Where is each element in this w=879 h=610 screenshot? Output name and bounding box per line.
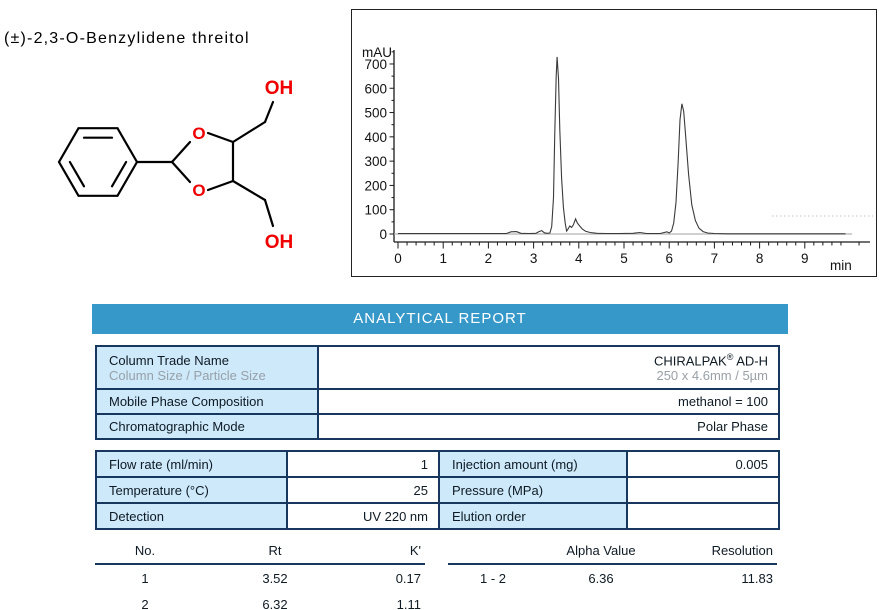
table-row: 1 3.52 0.17 bbox=[141, 571, 421, 586]
chromatogram-panel: 0 100 200 300 400 500 600 700 0 1 2 3 4 5 6 7 8 9 mAU min bbox=[351, 9, 877, 277]
uv-signal-trace bbox=[398, 56, 846, 235]
svg-text:500: 500 bbox=[364, 106, 387, 121]
pressure-value bbox=[626, 476, 780, 504]
svg-text:0: 0 bbox=[379, 227, 387, 242]
table-row: 2 6.32 1.11 bbox=[141, 597, 421, 610]
column-trade-name-value: CHIRALPAK® AD-H 250 x 4.6mm / 5µm bbox=[317, 345, 780, 390]
benzene-ring-icon bbox=[57, 127, 139, 197]
svg-text:6: 6 bbox=[665, 251, 673, 266]
alpha-value: 6.36 bbox=[588, 571, 614, 586]
analytical-report-banner: ANALYTICAL REPORT bbox=[92, 304, 788, 334]
table-header-row: Alpha Value Resolution bbox=[448, 540, 777, 565]
pair-header bbox=[448, 540, 538, 565]
oxygen-atom-label: O bbox=[192, 124, 205, 143]
svg-text:8: 8 bbox=[756, 251, 764, 266]
peak-results-table: No. Rt K' 1 3.52 0.17 2 6.32 1.11 bbox=[95, 540, 425, 610]
svg-text:700: 700 bbox=[364, 57, 387, 72]
table-row: 1 - 2 6.36 11.83 bbox=[448, 564, 777, 591]
y-axis-unit-label: mAU bbox=[362, 45, 392, 60]
detection-label: Detection bbox=[95, 502, 288, 530]
compound-name: (±)-2,3-O-Benzylidene threitol bbox=[4, 30, 250, 47]
table-row: Chromatographic Mode Polar Phase bbox=[95, 413, 780, 440]
mobile-phase-value: methanol = 100 bbox=[317, 388, 780, 415]
elution-order-label: Elution order bbox=[438, 502, 628, 530]
svg-text:9: 9 bbox=[801, 251, 809, 266]
svg-text:3: 3 bbox=[530, 251, 538, 266]
flow-rate-value: 1 bbox=[286, 450, 440, 478]
dioxolane-ring-icon bbox=[170, 131, 235, 192]
chromatogram-plot: 0 100 200 300 400 500 600 700 0 1 2 3 4 5 6 7 8 9 mAU min bbox=[362, 45, 873, 273]
svg-text:300: 300 bbox=[364, 154, 387, 169]
hydroxyl-group-label: OH bbox=[265, 78, 294, 99]
rt-header: Rt bbox=[195, 540, 355, 565]
pair-value: 1 - 2 bbox=[479, 571, 506, 586]
flow-rate-label: Flow rate (ml/min) bbox=[95, 450, 288, 478]
detection-value: UV 220 nm bbox=[286, 502, 440, 530]
alpha-header: Alpha Value bbox=[538, 540, 664, 565]
table-row: Flow rate (ml/min) 1 Injection amount (m… bbox=[95, 450, 780, 478]
svg-text:1: 1 bbox=[439, 251, 447, 266]
table-header-row: No. Rt K' bbox=[95, 540, 425, 565]
molecular-structure-drawing: O O OH OH bbox=[57, 78, 294, 253]
elution-order-value bbox=[626, 502, 780, 530]
svg-text:2: 2 bbox=[485, 251, 493, 266]
resolution-header: Resolution bbox=[664, 540, 777, 565]
svg-text:7: 7 bbox=[711, 251, 719, 266]
injection-amount-value: 0.005 bbox=[626, 450, 780, 478]
column-trade-name-label: Column Trade Name Column Size / Particle… bbox=[95, 345, 319, 390]
chromatographic-mode-label: Chromatographic Mode bbox=[95, 413, 319, 440]
hydroxyl-group-label: OH bbox=[265, 232, 294, 253]
svg-text:600: 600 bbox=[364, 81, 387, 96]
conditions-table: Flow rate (ml/min) 1 Injection amount (m… bbox=[95, 450, 780, 530]
separation-results-table: Alpha Value Resolution 1 - 2 6.36 11.83 bbox=[448, 540, 777, 591]
svg-text:400: 400 bbox=[364, 130, 387, 145]
injection-amount-label: Injection amount (mg) bbox=[438, 450, 628, 478]
temperature-label: Temperature (°C) bbox=[95, 476, 288, 504]
resolution-value: 11.83 bbox=[741, 571, 773, 586]
svg-text:0: 0 bbox=[394, 251, 402, 266]
chromatographic-mode-value: Polar Phase bbox=[317, 413, 780, 440]
table-row: Temperature (°C) 25 Pressure (MPa) bbox=[95, 476, 780, 504]
kprime-header: K' bbox=[355, 540, 425, 565]
mobile-phase-label: Mobile Phase Composition bbox=[95, 388, 319, 415]
hydroxymethyl-bonds bbox=[231, 100, 275, 228]
column-info-table: Column Trade Name Column Size / Particle… bbox=[95, 345, 780, 440]
table-row: Detection UV 220 nm Elution order bbox=[95, 502, 780, 530]
temperature-value: 25 bbox=[286, 476, 440, 504]
oxygen-atom-label: O bbox=[192, 181, 205, 200]
svg-text:5: 5 bbox=[620, 251, 628, 266]
no-header: No. bbox=[95, 540, 195, 565]
table-row: Column Trade Name Column Size / Particle… bbox=[95, 345, 780, 390]
table-row: Mobile Phase Composition methanol = 100 bbox=[95, 388, 780, 415]
svg-text:100: 100 bbox=[364, 203, 387, 218]
x-axis-unit-label: min bbox=[830, 258, 852, 273]
svg-text:200: 200 bbox=[364, 178, 387, 193]
svg-text:4: 4 bbox=[575, 251, 583, 266]
pressure-label: Pressure (MPa) bbox=[438, 476, 628, 504]
